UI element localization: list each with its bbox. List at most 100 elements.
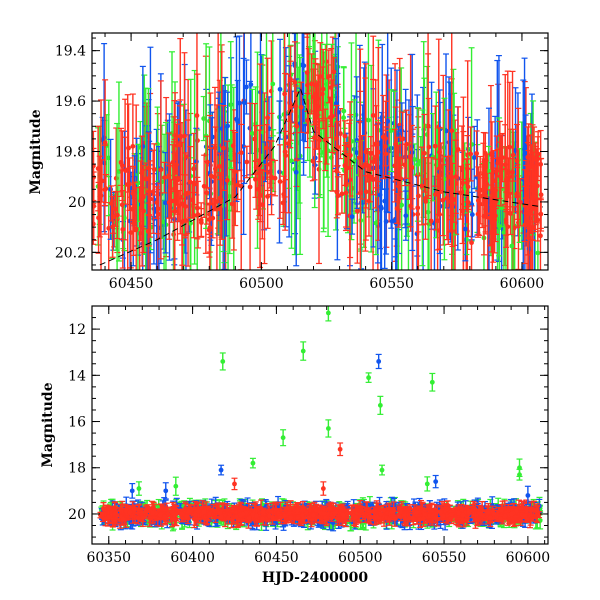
data-point <box>163 200 168 206</box>
data-point <box>244 159 250 165</box>
data-point <box>522 222 528 228</box>
data-point <box>349 214 355 220</box>
data-point <box>150 189 156 195</box>
data-point <box>398 176 404 182</box>
data-point <box>189 197 195 203</box>
data-point <box>320 86 326 92</box>
data-point <box>510 152 516 158</box>
data-point <box>287 76 293 82</box>
data-point <box>377 192 383 198</box>
data-point <box>252 136 258 142</box>
data-point <box>131 220 137 226</box>
data-point <box>195 212 201 218</box>
data-point <box>447 185 453 191</box>
data-point <box>92 163 96 169</box>
data-point <box>365 162 370 168</box>
data-point <box>265 115 271 121</box>
data-point <box>343 182 349 188</box>
data-point <box>108 186 113 192</box>
data-point <box>421 150 427 156</box>
data-point <box>477 187 483 193</box>
data-point <box>366 117 371 123</box>
data-point <box>277 179 283 184</box>
data-point <box>110 214 116 220</box>
data-point <box>99 178 105 184</box>
data-point <box>229 201 235 207</box>
data-point <box>426 144 432 150</box>
data-point <box>175 175 181 181</box>
data-point <box>304 70 310 76</box>
data-point <box>471 155 477 160</box>
data-point <box>440 197 446 203</box>
data-point <box>183 203 188 209</box>
bottom-plot-area <box>97 306 544 532</box>
data-point <box>518 199 523 205</box>
data-point <box>509 243 515 249</box>
data-point <box>375 149 381 155</box>
data-point <box>293 169 299 175</box>
data-point <box>489 219 495 225</box>
data-point <box>201 116 207 121</box>
data-point <box>277 86 283 92</box>
data-point <box>234 116 239 122</box>
data-point <box>146 165 151 171</box>
data-point <box>370 113 376 118</box>
data-point <box>399 202 405 208</box>
data-point <box>191 181 197 187</box>
data-point <box>198 220 204 225</box>
data-point <box>130 143 136 149</box>
data-point <box>259 202 265 208</box>
data-point <box>264 145 269 151</box>
data-point <box>525 211 531 217</box>
data-point <box>255 186 261 192</box>
data-point <box>501 230 507 235</box>
data-point <box>158 167 164 173</box>
data-point <box>232 169 238 175</box>
data-point <box>217 163 222 169</box>
top-panel: 60450 60500 60550 60600 19.4 19.6 19.8 20 20.2 M… <box>28 32 549 292</box>
data-point <box>402 162 408 168</box>
y-tick-label: 20 <box>68 195 86 211</box>
data-point <box>535 217 541 223</box>
y-tick-label: 19.4 <box>55 44 86 60</box>
y-tick-label: 20.2 <box>55 245 86 261</box>
data-point <box>346 143 352 149</box>
data-point <box>425 209 431 215</box>
data-point <box>487 215 493 221</box>
data-point <box>270 81 276 87</box>
data-point <box>123 168 128 174</box>
data-point <box>412 157 418 162</box>
data-point <box>225 123 231 129</box>
data-point <box>130 191 136 196</box>
data-point <box>257 193 263 198</box>
data-point <box>507 144 513 150</box>
data-point <box>298 104 304 110</box>
data-point <box>327 115 333 120</box>
data-point <box>317 74 323 79</box>
data-point <box>170 159 176 165</box>
data-point <box>235 182 241 188</box>
data-point <box>188 220 193 226</box>
data-point <box>113 206 118 212</box>
data-point <box>253 176 258 182</box>
data-point <box>367 174 373 180</box>
x-tick-label: 60500 <box>239 276 284 292</box>
data-point <box>238 150 244 156</box>
data-point <box>455 147 461 152</box>
data-point <box>207 217 212 222</box>
x-tick-label: 60450 <box>109 276 154 292</box>
data-point <box>406 154 412 160</box>
data-point <box>167 188 173 193</box>
data-point <box>356 155 362 161</box>
data-point <box>294 123 300 129</box>
data-point <box>319 91 325 97</box>
data-point <box>469 240 474 246</box>
data-point <box>503 176 509 182</box>
data-point <box>241 100 247 106</box>
data-point <box>292 80 298 85</box>
data-point <box>272 175 278 181</box>
top-axes: 60450 60500 60550 60600 19.4 19.6 19.8 20 20.2 <box>55 32 549 292</box>
data-point <box>400 136 406 142</box>
data-point <box>305 118 311 123</box>
